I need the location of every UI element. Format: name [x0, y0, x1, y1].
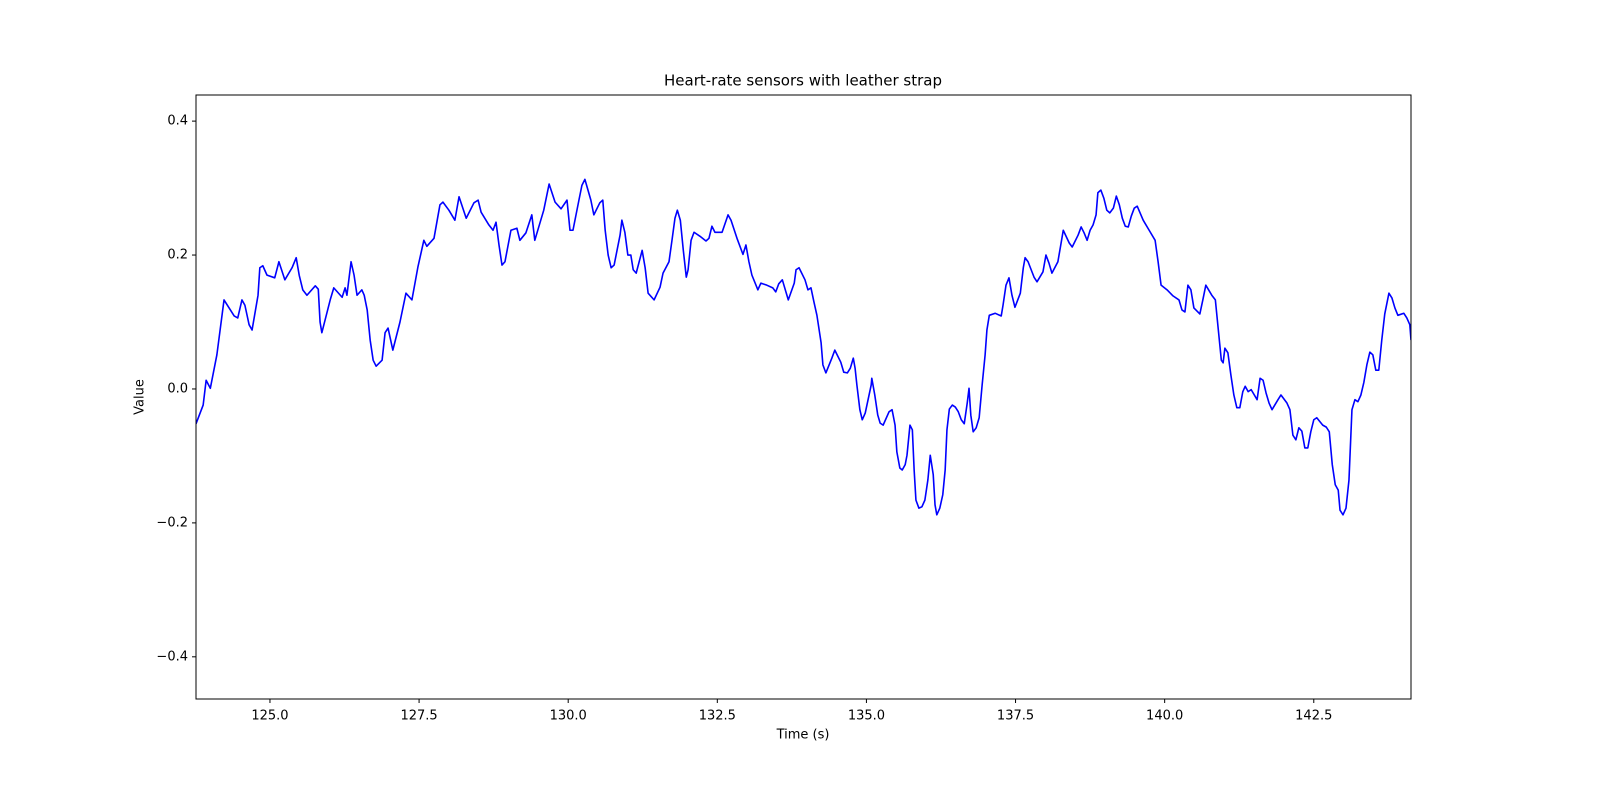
y-tick-label: −0.2 [156, 515, 188, 530]
plot-frame [195, 94, 1412, 700]
chart-title: Heart-rate sensors with leather strap [664, 72, 942, 90]
y-tick-label: −0.4 [156, 649, 188, 664]
y-tick-label: 0.2 [167, 248, 188, 263]
x-tick-label: 135.0 [848, 709, 885, 724]
x-tick-label: 130.0 [550, 709, 587, 724]
x-tick-label: 142.5 [1295, 709, 1332, 724]
x-tick-label: 127.5 [400, 709, 437, 724]
x-tick-label: 125.0 [251, 709, 288, 724]
x-tick-label: 140.0 [1146, 709, 1183, 724]
y-tick-label: 0.4 [167, 114, 188, 129]
x-tick-label: 132.5 [699, 709, 736, 724]
y-axis-label: Value [133, 379, 148, 415]
y-tick-label: 0.0 [167, 381, 188, 396]
data-line [196, 178, 1411, 516]
x-axis-label: Time (s) [776, 728, 830, 743]
x-tick-label: 137.5 [997, 709, 1034, 724]
